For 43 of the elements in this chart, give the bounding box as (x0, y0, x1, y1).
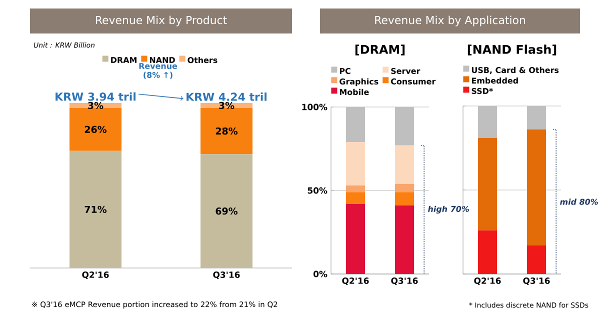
data-label: 71% (84, 206, 107, 214)
bar (346, 192, 366, 204)
bar (346, 106, 366, 142)
bar (346, 185, 366, 192)
x-tick-label: Q3'16 (213, 272, 240, 280)
data-label: 3% (88, 102, 104, 110)
x-tick-label: Q2'16 (342, 278, 369, 286)
bar (478, 230, 498, 274)
bar (70, 150, 122, 268)
data-label: 3% (219, 102, 234, 110)
bar (527, 130, 546, 246)
chart-title: Revenue Mix by Product (96, 16, 227, 26)
bar (346, 204, 366, 274)
bar (200, 154, 253, 268)
y-tick-label: 50% (308, 187, 328, 194)
bar (395, 145, 414, 184)
data-label: 69% (216, 207, 238, 215)
chart-title: [NAND Flash] (468, 44, 556, 56)
x-tick-label: Q2'16 (474, 278, 501, 286)
bar (70, 108, 122, 151)
bar (395, 206, 414, 274)
bar (70, 103, 122, 108)
x-tick-label: Q3'16 (523, 278, 550, 286)
chart-subtitle: [DRAM] (355, 44, 405, 56)
bar (478, 138, 498, 230)
bar (200, 103, 253, 108)
total-label: KRW 4.24 tril (186, 92, 266, 101)
y-tick-label: 0% (314, 270, 328, 278)
x-tick-label: Q3'16 (391, 278, 418, 286)
bar (346, 142, 366, 186)
data-label: 28% (216, 127, 238, 135)
y-tick-label: 100% (302, 104, 328, 110)
bar (527, 245, 546, 274)
x-tick-label: Q2'16 (82, 272, 109, 280)
bar (478, 106, 498, 138)
chart-title: Revenue Mix by Application (375, 16, 526, 26)
total-label: KRW 3.94 tril (56, 92, 136, 101)
bar (527, 106, 546, 130)
data-label: 26% (84, 126, 107, 133)
bar (395, 184, 414, 192)
bar (395, 106, 414, 146)
bar (200, 108, 253, 154)
bar (395, 192, 414, 206)
